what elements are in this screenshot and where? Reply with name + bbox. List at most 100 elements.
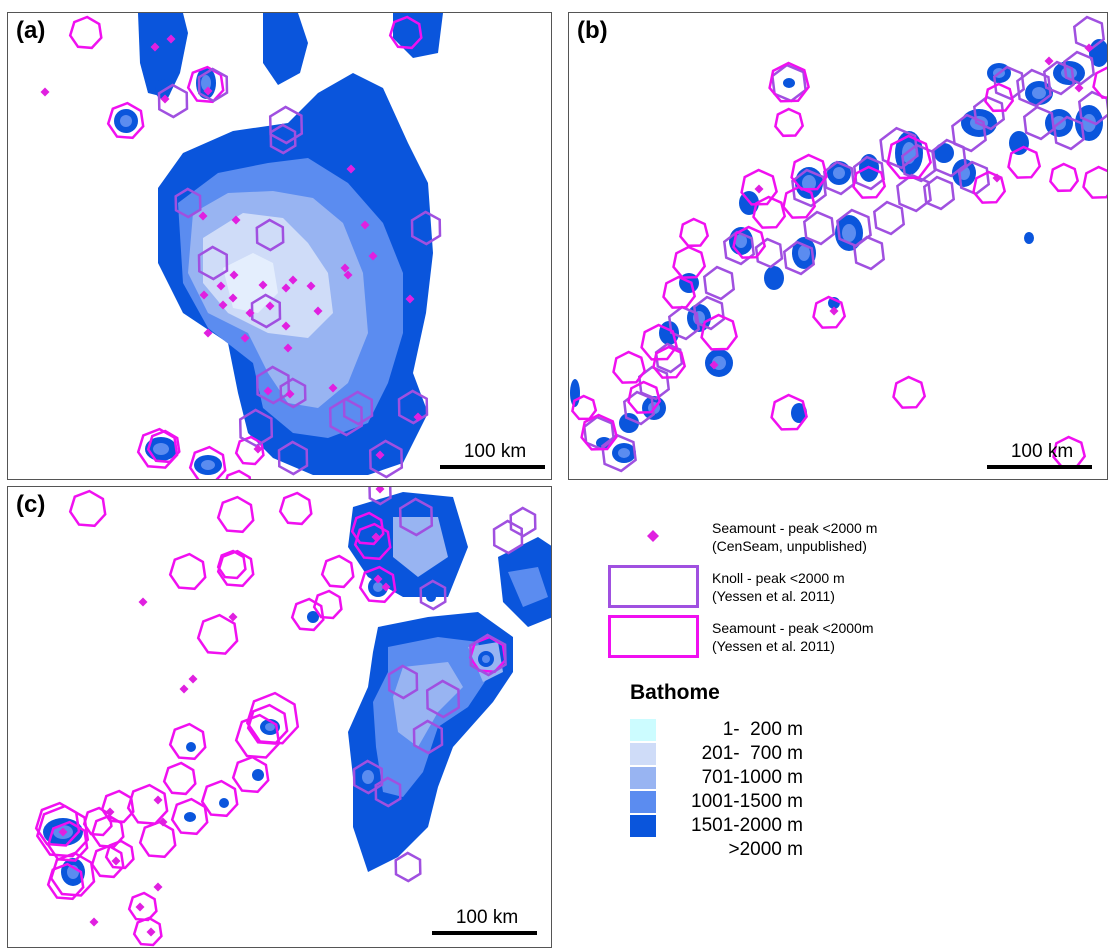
knoll-outline <box>387 664 419 700</box>
seamount-outline <box>852 165 887 199</box>
seamount-outline <box>580 413 618 451</box>
seamount-outline <box>46 862 85 901</box>
seamount-outline <box>662 275 697 309</box>
legend-seamount-line2: (Yessen et al. 2011) <box>712 638 835 654</box>
map-panel-b: (b) 100 km <box>568 12 1108 480</box>
seamount-point-marker <box>166 34 176 44</box>
bathymetry-spot <box>120 115 132 127</box>
seamount-point-marker <box>371 532 381 542</box>
knoll-outline <box>791 168 827 208</box>
seamount-outline <box>231 755 270 794</box>
bathymetry-spot <box>265 723 275 731</box>
seamount-outline <box>700 313 738 351</box>
seamount-point-marker <box>231 215 241 225</box>
seamount-outline <box>627 380 662 414</box>
seamount-outline <box>168 552 207 591</box>
bathome-color-swatch <box>630 791 656 813</box>
map-c-canvas <box>34 487 551 947</box>
seamount-point-marker <box>375 450 385 460</box>
bathymetry-spot <box>482 655 490 663</box>
knoll-outline <box>922 175 956 211</box>
knoll-outline <box>972 95 1006 131</box>
knoll-outline <box>197 245 229 281</box>
seamount-point-marker <box>313 306 323 316</box>
panel-label-a: (a) <box>16 17 46 44</box>
seamount-point-marker <box>368 251 378 261</box>
knoll-outline <box>469 633 507 677</box>
knoll-outline <box>425 679 461 719</box>
seamount-outline <box>196 613 239 655</box>
seamount-outline <box>388 15 423 50</box>
seamount-point-marker <box>285 389 295 399</box>
knoll-outline <box>397 389 429 425</box>
knoll-outline <box>374 776 402 808</box>
knoll-outline <box>277 440 309 476</box>
seamount-point-marker <box>89 917 99 927</box>
knoll-outline <box>879 126 919 170</box>
seamount-outline <box>358 565 397 604</box>
bathymetry-spot <box>155 79 171 99</box>
bathymetry-spot <box>764 266 784 290</box>
knoll-outline <box>250 293 282 329</box>
seamount-outline <box>168 722 207 761</box>
seamount-point-marker <box>58 827 68 837</box>
map-b-canvas <box>570 15 1107 473</box>
knoll-outline <box>238 408 274 448</box>
bathome-title: Bathome <box>630 681 720 704</box>
knoll-outline <box>702 265 736 301</box>
knoll-outline <box>601 433 637 473</box>
bathymetry-spot <box>219 798 229 808</box>
seamount-point-marker <box>188 674 198 684</box>
bathome-class-label: 1501-2000 m <box>691 815 803 836</box>
seamount-outline <box>234 435 265 466</box>
knoll-outline <box>419 579 447 611</box>
seamount-outline <box>774 107 805 138</box>
seamount-outline <box>162 761 197 796</box>
bathymetry-spot <box>186 742 196 752</box>
seamount-outline <box>732 225 767 259</box>
seamount-point-marker <box>381 582 391 592</box>
seamount-point-marker <box>218 300 228 310</box>
map-legend: Seamount - peak <2000 m (CenSeam, unpubl… <box>608 515 1103 895</box>
seamount-point-marker <box>754 184 764 194</box>
panel-label-c: (c) <box>16 491 46 518</box>
bathymetry-spot <box>426 592 436 602</box>
knoll-outline <box>157 83 189 119</box>
scale-bar-b-label: 100 km <box>1010 441 1074 462</box>
bathymetry-spot <box>1032 87 1046 99</box>
knoll-outline <box>782 240 816 276</box>
bathome-class-label: 701-1000 m <box>701 767 803 788</box>
seamount-outline <box>132 916 163 947</box>
seamount-outline <box>68 15 103 50</box>
seamount-outline <box>216 495 255 534</box>
seamount-outline <box>679 217 710 248</box>
seamount-point-marker <box>306 281 316 291</box>
seamount-outline <box>740 168 778 206</box>
seamount-point-marker <box>413 412 423 422</box>
seamount-outline <box>640 323 678 361</box>
bathymetry-spot <box>802 175 816 191</box>
seamount-outline <box>216 549 255 588</box>
legend-knoll-line1: Knoll - peak <2000 m <box>712 570 845 586</box>
seamount-outline <box>790 153 828 191</box>
knoll-outline <box>1042 60 1076 96</box>
seamount-outline <box>188 445 227 479</box>
bathymetry-spot <box>618 448 630 458</box>
knoll-rectangle-icon <box>608 565 699 608</box>
seamount-point-marker <box>709 360 719 370</box>
knoll-outline <box>852 235 886 271</box>
scale-bar-b: 100 km <box>987 441 1097 471</box>
seamount-outline <box>1092 66 1107 99</box>
knoll-outline <box>852 155 886 191</box>
seamount-outline <box>886 134 932 180</box>
seamount-point-marker <box>346 164 356 174</box>
knoll-outline <box>622 390 656 426</box>
seamount-outline <box>1049 162 1080 193</box>
knoll-outline <box>802 210 836 246</box>
knoll-outline <box>951 113 987 153</box>
seamount-outline <box>612 350 647 384</box>
scale-bar-c-line <box>432 931 537 935</box>
seamount-outline <box>984 82 1015 113</box>
bathymetry-spot <box>1024 232 1034 244</box>
seamount-rectangle-icon <box>608 615 699 658</box>
